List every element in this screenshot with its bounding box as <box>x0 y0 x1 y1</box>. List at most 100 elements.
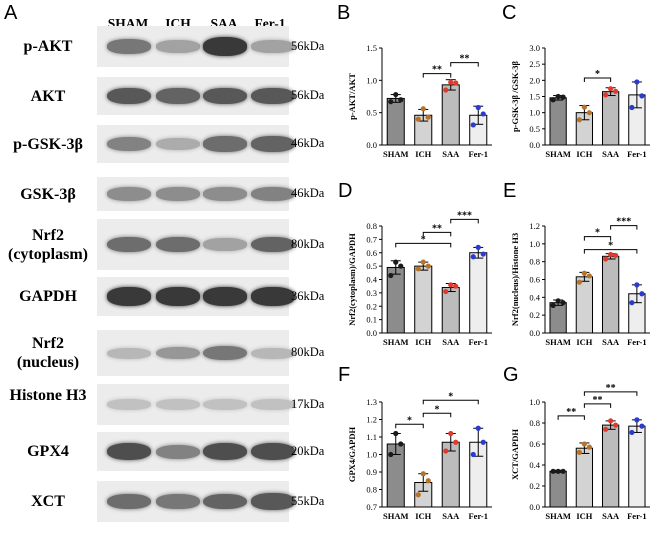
data-point <box>608 251 614 258</box>
blot-band <box>251 287 295 306</box>
category-label: ICH <box>415 337 431 347</box>
chart-panel-g: 0.0 0.2 0.4 0.6 0.8 1.0 XCT/GAPDH SHAM ICH SAA Fer… <box>510 383 650 521</box>
data-point <box>453 439 459 445</box>
blot-band <box>251 187 295 201</box>
y-tick-label: 0.5 <box>366 108 377 118</box>
data-point <box>560 468 566 474</box>
bar <box>601 424 620 508</box>
data-point <box>550 468 556 474</box>
y-tick-label: 1.1 <box>366 432 377 442</box>
y-tick-label: 0.5 <box>529 124 540 134</box>
data-point <box>586 444 592 450</box>
blot-band <box>203 37 247 56</box>
data-point <box>475 104 481 111</box>
blot-band <box>251 399 295 410</box>
blot-band <box>203 187 247 201</box>
significance-label: * <box>435 404 440 415</box>
bar <box>549 470 567 508</box>
data-point <box>448 79 454 85</box>
data-point <box>550 97 556 103</box>
kda-label: 80kDa <box>291 236 325 251</box>
blot-band <box>203 493 247 510</box>
blot-strip <box>97 125 295 163</box>
blot-strip <box>97 177 295 211</box>
blot-strip <box>97 26 295 67</box>
data-point <box>388 99 394 105</box>
y-tick-label: 2.0 <box>529 75 540 85</box>
category-label: SHAM <box>383 337 409 347</box>
bar <box>601 255 620 334</box>
data-point <box>639 93 645 99</box>
bar <box>601 91 620 146</box>
bar <box>386 97 405 146</box>
significance-bracket <box>422 399 479 405</box>
significance-bracket <box>450 62 479 67</box>
category-label: SHAM <box>545 337 571 347</box>
data-point <box>480 251 486 257</box>
protein-label: Nrf2 (cytoplasm) <box>8 226 88 263</box>
kda-label: 56kDa <box>291 38 325 53</box>
y-tick-label: 0.6 <box>366 248 377 258</box>
bar <box>628 425 646 508</box>
significance-bracket <box>450 218 479 224</box>
data-point <box>634 417 640 423</box>
category-label: Fer-1 <box>468 149 488 159</box>
category-label: SAA <box>602 511 620 521</box>
data-point <box>634 79 640 85</box>
significance-bracket <box>557 415 585 420</box>
blot-band <box>251 493 295 510</box>
category-label: SAA <box>442 511 460 521</box>
blot-strip <box>97 330 295 376</box>
data-point <box>560 300 566 306</box>
y-tick-label: 0.7 <box>366 502 377 512</box>
significance-bracket <box>583 236 612 241</box>
y-tick-label: 2.5 <box>529 59 540 69</box>
data-point <box>420 106 426 112</box>
kda-label: 46kDa <box>291 186 325 200</box>
data-point <box>388 451 394 458</box>
kda-label: 55kDa <box>291 493 325 508</box>
category-label: ICH <box>576 337 592 347</box>
protein-label: p-GSK-3β <box>13 135 83 153</box>
data-point <box>613 252 619 259</box>
y-tick-label: 0.0 <box>529 502 540 512</box>
data-point <box>425 263 431 269</box>
data-point <box>581 270 587 276</box>
bar <box>441 287 460 334</box>
y-tick-label: 0.0 <box>366 328 377 338</box>
significance-label: ** <box>460 54 470 65</box>
y-tick-label: 0.8 <box>529 257 540 267</box>
category-label: Fer-1 <box>627 149 647 159</box>
significance-bracket <box>583 249 638 254</box>
data-point <box>453 80 459 86</box>
blot-band <box>156 88 200 104</box>
y-tick-label: 0.9 <box>366 467 377 477</box>
significance-bracket <box>422 73 452 78</box>
y-tick-label: 0.1 <box>366 315 377 325</box>
panel-letter-a: A <box>4 2 18 24</box>
y-tick-label: 0.8 <box>366 485 377 495</box>
data-point <box>550 302 556 308</box>
data-point <box>398 441 404 447</box>
data-point <box>443 87 449 93</box>
data-point <box>398 263 404 269</box>
y-tick-label: 0.0 <box>529 140 540 150</box>
y-tick-label: 0.4 <box>529 460 540 470</box>
data-point <box>608 86 614 92</box>
blot-band <box>107 287 151 306</box>
data-point <box>581 441 587 447</box>
y-tick-label: 1.0 <box>529 108 540 118</box>
bar <box>441 84 460 146</box>
significance-label: *** <box>457 210 472 221</box>
panel-letter-g: G <box>503 364 519 386</box>
blot-strip <box>97 219 295 270</box>
significance-bracket <box>395 242 452 248</box>
data-point <box>613 422 619 428</box>
y-tick-label: 1.5 <box>366 43 377 53</box>
category-label: ICH <box>415 149 431 159</box>
blot-band <box>156 346 200 360</box>
data-point <box>603 426 609 432</box>
panel-letter-f: F <box>338 364 351 386</box>
significance-label: ** <box>593 395 603 406</box>
